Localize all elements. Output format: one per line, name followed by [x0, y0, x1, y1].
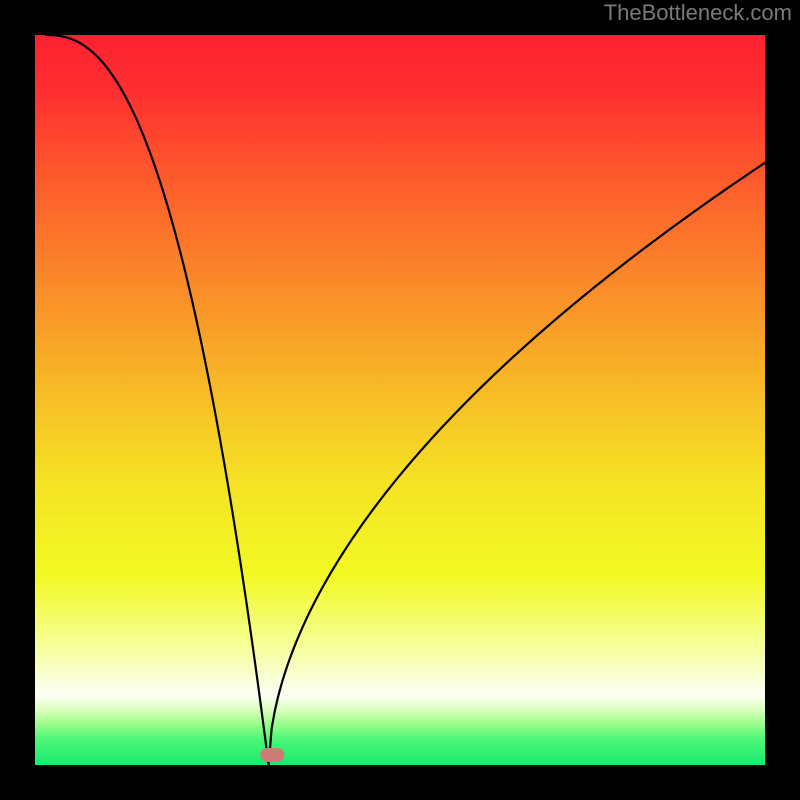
bottleneck-chart: [0, 0, 800, 800]
chart-stage: TheBottleneck.com: [0, 0, 800, 800]
plot-background: [35, 35, 765, 765]
minimum-marker: [260, 748, 284, 762]
